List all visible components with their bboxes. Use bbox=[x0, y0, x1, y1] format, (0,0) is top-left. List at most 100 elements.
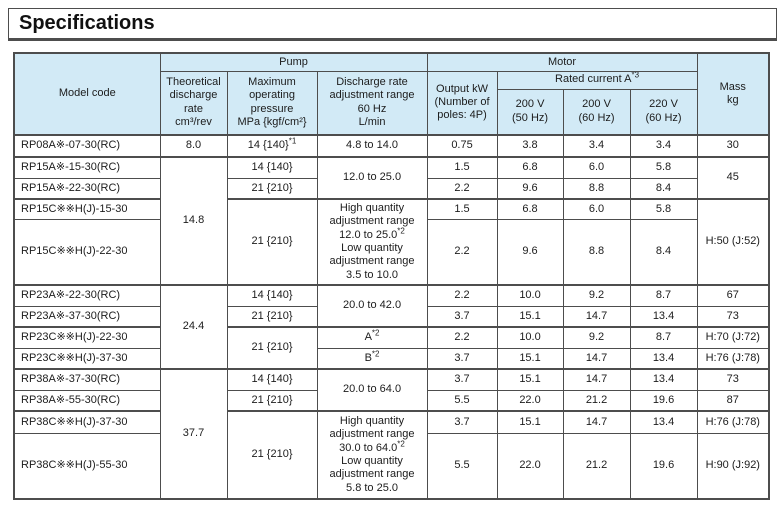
table-row: RP38A※-37-30(RC) 37.7 14 {140} 20.0 to 6… bbox=[13, 368, 770, 500]
discharge-range-cell: High quantity adjustment range 12.0 to 2… bbox=[316, 198, 428, 286]
output-kw-cell: 5.5 bbox=[426, 432, 498, 500]
output-kw-cell: 3.7 bbox=[426, 347, 498, 370]
model-code-cell: RP15A※-15-30(RC) bbox=[13, 156, 161, 179]
current-200v-50hz-cell: 15.1 bbox=[496, 305, 564, 328]
table-row: RP15A※-15-30(RC) 14.8 14 {140} 12.0 to 2… bbox=[13, 156, 770, 286]
discharge-range-cell: B*2 bbox=[316, 347, 428, 370]
specifications-table: Model code Pump Motor Mass kg Theoretica… bbox=[13, 52, 771, 500]
pressure-cell: 14 {140} bbox=[226, 368, 318, 391]
discharge-low-range: Low quantity adjustment range 5.8 to 25.… bbox=[329, 455, 415, 494]
rated-current-header: Rated current A*3 bbox=[496, 70, 698, 90]
model-code-cell: RP15A※-22-30(RC) bbox=[13, 177, 161, 200]
table-row: RP23A※-22-30(RC) 24.4 14 {140} 20.0 to 4… bbox=[13, 284, 770, 370]
voltage-220v-60hz-header: 220 V (60 Hz) bbox=[629, 88, 698, 136]
discharge-range-cell: High quantity adjustment range 30.0 to 6… bbox=[316, 410, 428, 500]
output-kw-cell: 3.7 bbox=[426, 305, 498, 328]
mass-header: Mass kg bbox=[696, 52, 770, 136]
current-200v-60hz-cell: 21.2 bbox=[562, 432, 631, 500]
current-200v-50hz-cell: 6.8 bbox=[496, 198, 564, 220]
discharge-range-cell: A*2 bbox=[316, 326, 428, 349]
table-row: RP23C※※H(J)-22-30 21 {210} A*2 2.2 10.0 … bbox=[13, 326, 770, 370]
current-200v-60hz-cell: 14.7 bbox=[562, 305, 631, 328]
footnote-marker: *2 bbox=[371, 328, 380, 338]
mass-cell: H:50 (J:52) bbox=[696, 198, 770, 286]
pressure-cell: 21 {210} bbox=[226, 177, 318, 200]
current-220v-60hz-cell: 3.4 bbox=[629, 134, 698, 158]
current-220v-60hz-cell: 8.4 bbox=[629, 177, 698, 200]
model-code-cell: RP38A※-37-30(RC) bbox=[13, 368, 161, 391]
theoretical-discharge-cell: 37.7 bbox=[159, 368, 228, 500]
theoretical-discharge-cell: 8.0 bbox=[159, 134, 228, 158]
current-220v-60hz-cell: 19.6 bbox=[629, 389, 698, 412]
footnote-marker: *2 bbox=[397, 438, 405, 448]
current-200v-50hz-cell: 10.0 bbox=[496, 284, 564, 307]
model-code-cell: RP38C※※H(J)-37-30 bbox=[13, 410, 161, 434]
current-220v-60hz-cell: 5.8 bbox=[629, 198, 698, 220]
footnote-marker: *2 bbox=[371, 348, 380, 358]
model-code-cell: RP23C※※H(J)-37-30 bbox=[13, 347, 161, 370]
current-200v-50hz-cell: 22.0 bbox=[496, 432, 564, 500]
pressure-cell: 14 {140} bbox=[226, 156, 318, 179]
current-220v-60hz-cell: 8.7 bbox=[629, 326, 698, 349]
output-kw-cell: 2.2 bbox=[426, 218, 498, 286]
current-200v-50hz-cell: 15.1 bbox=[496, 368, 564, 391]
discharge-option: A bbox=[364, 331, 372, 344]
mass-cell: H:70 (J:72) bbox=[696, 326, 770, 349]
mass-cell: H:76 (J:78) bbox=[696, 347, 770, 370]
current-200v-50hz-cell: 9.6 bbox=[496, 177, 564, 200]
current-220v-60hz-cell: 5.8 bbox=[629, 156, 698, 179]
pressure-cell: 21 {210} bbox=[226, 410, 318, 500]
current-200v-50hz-cell: 15.1 bbox=[496, 410, 564, 434]
discharge-low-range: Low quantity adjustment range 3.5 to 10.… bbox=[329, 242, 415, 281]
mass-cell: H:76 (J:78) bbox=[696, 410, 770, 434]
current-200v-60hz-cell: 6.0 bbox=[562, 156, 631, 179]
header-row-voltages: 200 V (50 Hz) 200 V (60 Hz) 220 V (60 Hz… bbox=[14, 88, 769, 136]
pressure-cell: 14 {140}*1 bbox=[226, 134, 318, 158]
model-code-cell: RP23C※※H(J)-22-30 bbox=[13, 326, 161, 349]
current-220v-60hz-cell: 13.4 bbox=[629, 410, 698, 434]
output-kw-cell: 3.7 bbox=[426, 410, 498, 434]
theoretical-discharge-cell: 14.8 bbox=[159, 156, 228, 286]
discharge-high-range: High quantity adjustment range 30.0 to 6… bbox=[329, 414, 415, 454]
output-kw-cell: 0.75 bbox=[426, 134, 498, 158]
table-row: RP08A※-07-30(RC) 8.0 14 {140}*1 4.8 to 1… bbox=[13, 134, 770, 158]
theoretical-discharge-cell: 24.4 bbox=[159, 284, 228, 370]
output-kw-cell: 2.2 bbox=[426, 177, 498, 200]
current-220v-60hz-cell: 13.4 bbox=[629, 368, 698, 391]
header-row-groups: Model code Pump Motor Mass kg bbox=[13, 52, 770, 136]
current-220v-60hz-cell: 8.7 bbox=[629, 284, 698, 307]
current-220v-60hz-cell: 8.4 bbox=[629, 218, 698, 286]
output-kw-cell: 2.2 bbox=[426, 284, 498, 307]
current-200v-50hz-cell: 22.0 bbox=[496, 389, 564, 412]
pressure-cell: 21 {210} bbox=[226, 389, 318, 412]
table-row: RP23C※※H(J)-37-30 B*2 3.7 15.1 14.7 13.4… bbox=[13, 347, 770, 370]
motor-group-header: Motor bbox=[426, 52, 698, 72]
model-code-header: Model code bbox=[13, 52, 161, 136]
output-kw-header: Output kW (Number of poles: 4P) bbox=[426, 70, 498, 136]
current-200v-50hz-cell: 6.8 bbox=[496, 156, 564, 179]
model-code-cell: RP38A※-55-30(RC) bbox=[13, 389, 161, 412]
pressure-cell: 21 {210} bbox=[226, 326, 318, 370]
current-200v-60hz-cell: 8.8 bbox=[562, 218, 631, 286]
mass-cell: 73 bbox=[696, 305, 770, 328]
footnote-marker: *1 bbox=[288, 136, 297, 146]
discharge-high-range: High quantity adjustment range 12.0 to 2… bbox=[329, 201, 415, 241]
current-200v-60hz-cell: 14.7 bbox=[562, 368, 631, 391]
mass-cell: 87 bbox=[696, 389, 770, 412]
pump-group-header: Pump bbox=[159, 52, 428, 72]
model-code-cell: RP15C※※H(J)-15-30 bbox=[13, 198, 161, 220]
mass-cell: 73 bbox=[696, 368, 770, 391]
current-220v-60hz-cell: 19.6 bbox=[629, 432, 698, 500]
current-200v-60hz-cell: 14.7 bbox=[562, 347, 631, 370]
discharge-range-cell: 20.0 to 42.0 bbox=[316, 284, 428, 328]
current-220v-60hz-cell: 13.4 bbox=[629, 305, 698, 328]
current-200v-60hz-cell: 21.2 bbox=[562, 389, 631, 412]
current-200v-50hz-cell: 10.0 bbox=[496, 326, 564, 349]
footnote-marker: *2 bbox=[397, 225, 405, 235]
model-code-cell: RP23A※-22-30(RC) bbox=[13, 284, 161, 307]
model-code-cell: RP15C※※H(J)-22-30 bbox=[13, 218, 161, 286]
mass-cell: 67 bbox=[696, 284, 770, 307]
voltage-200v-60hz-header: 200 V (60 Hz) bbox=[562, 88, 631, 136]
output-kw-cell: 3.7 bbox=[426, 368, 498, 391]
model-code-cell: RP08A※-07-30(RC) bbox=[13, 134, 161, 158]
